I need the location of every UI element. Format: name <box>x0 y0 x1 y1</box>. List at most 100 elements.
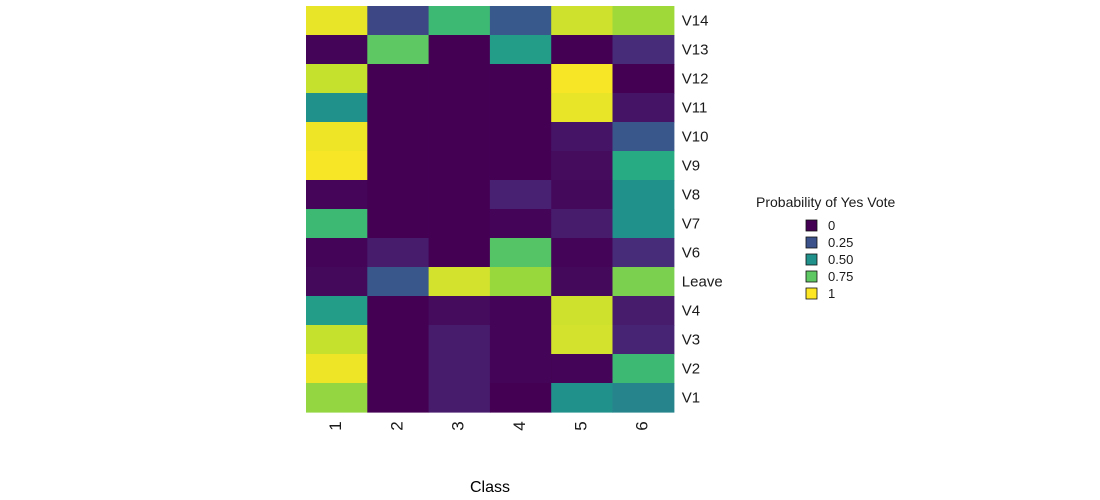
cell-V14-class-5 <box>551 6 614 36</box>
cell-V7-class-5 <box>551 209 614 239</box>
cell-V4-class-5 <box>551 296 614 326</box>
y-tick-label: V4 <box>682 303 700 320</box>
heatmap-cells <box>306 6 675 413</box>
cell-V3-class-4 <box>489 325 552 355</box>
cell-V11-class-6 <box>612 93 675 123</box>
cell-V8-class-4 <box>489 180 552 210</box>
cell-V3-class-6 <box>612 325 675 355</box>
cell-V12-class-6 <box>612 64 675 94</box>
legend: Probability of Yes Vote 0 0.25 0.50 0.75 1 <box>756 194 896 301</box>
cell-Leave-class-3 <box>428 267 491 297</box>
cell-V14-class-6 <box>612 6 675 36</box>
cell-V1-class-3 <box>428 383 491 413</box>
y-tick-label: V14 <box>682 13 709 30</box>
legend-label: 0.50 <box>828 252 853 267</box>
cell-V8-class-5 <box>551 180 614 210</box>
legend-label: 0 <box>828 218 835 233</box>
cell-V1-class-4 <box>489 383 552 413</box>
cell-V8-class-6 <box>612 180 675 210</box>
cell-V14-class-2 <box>367 6 430 36</box>
cell-V13-class-1 <box>306 35 368 65</box>
cell-V2-class-1 <box>306 354 368 384</box>
legend-swatch <box>805 219 818 232</box>
cell-V4-class-3 <box>428 296 491 326</box>
cell-V12-class-1 <box>306 64 368 94</box>
y-tick-labels: V14 V13 V12 V11 V10 V9 V8 V7 V6 Leave V4 V3 V2 V1 <box>682 13 723 407</box>
cell-V13-class-4 <box>489 35 552 65</box>
legend-label: 1 <box>828 286 835 301</box>
x-tick-label: 3 <box>449 421 468 430</box>
cell-V4-class-2 <box>367 296 430 326</box>
cell-V7-class-4 <box>489 209 552 239</box>
y-tick-label: V12 <box>682 71 709 88</box>
y-tick-label: V1 <box>682 390 700 407</box>
cell-V7-class-6 <box>612 209 675 239</box>
cell-V11-class-5 <box>551 93 614 123</box>
cell-Leave-class-4 <box>489 267 552 297</box>
cell-V4-class-4 <box>489 296 552 326</box>
legend-swatch <box>805 236 818 249</box>
cell-V14-class-3 <box>428 6 491 36</box>
cell-V10-class-1 <box>306 122 368 152</box>
x-tick-label: 5 <box>571 421 590 430</box>
cell-V9-class-5 <box>551 151 614 181</box>
cell-V8-class-2 <box>367 180 430 210</box>
x-tick-label: 2 <box>387 421 406 430</box>
cell-Leave-class-6 <box>612 267 675 297</box>
cell-V3-class-3 <box>428 325 491 355</box>
cell-V14-class-4 <box>489 6 552 36</box>
cell-V2-class-6 <box>612 354 675 384</box>
x-tick-label: 1 <box>326 421 345 430</box>
cell-V12-class-2 <box>367 64 430 94</box>
cell-V3-class-1 <box>306 325 368 355</box>
y-tick-label: V2 <box>682 361 700 378</box>
cell-V9-class-2 <box>367 151 430 181</box>
cell-V13-class-6 <box>612 35 675 65</box>
cell-V1-class-5 <box>551 383 614 413</box>
cell-V12-class-3 <box>428 64 491 94</box>
cell-Leave-class-2 <box>367 267 430 297</box>
cell-V2-class-4 <box>489 354 552 384</box>
x-tick-labels: 1 2 3 4 5 6 <box>326 421 652 430</box>
cell-Leave-class-1 <box>306 267 368 297</box>
cell-V10-class-3 <box>428 122 491 152</box>
cell-V13-class-2 <box>367 35 430 65</box>
cell-V7-class-2 <box>367 209 430 239</box>
legend-items: 0 0.25 0.50 0.75 1 <box>805 218 853 301</box>
cell-V8-class-1 <box>306 180 368 210</box>
cell-V9-class-4 <box>489 151 552 181</box>
legend-swatch <box>805 287 818 300</box>
cell-V2-class-3 <box>428 354 491 384</box>
y-tick-label: V8 <box>682 187 700 204</box>
cell-V6-class-3 <box>428 238 491 268</box>
cell-V9-class-1 <box>306 151 368 181</box>
legend-label: 0.75 <box>828 269 853 284</box>
cell-V1-class-6 <box>612 383 675 413</box>
cell-V4-class-6 <box>612 296 675 326</box>
cell-V1-class-1 <box>306 383 368 413</box>
cell-V6-class-2 <box>367 238 430 268</box>
x-tick-label: 6 <box>633 421 652 430</box>
y-tick-label: V7 <box>682 216 700 233</box>
y-tick-label: V6 <box>682 245 700 262</box>
cell-V2-class-2 <box>367 354 430 384</box>
y-tick-label: V10 <box>682 129 709 146</box>
y-tick-label: V11 <box>682 100 708 117</box>
cell-V12-class-5 <box>551 64 614 94</box>
legend-label: 0.25 <box>828 235 853 250</box>
cell-V6-class-6 <box>612 238 675 268</box>
y-tick-label: V9 <box>682 158 700 175</box>
legend-swatch <box>805 270 818 283</box>
legend-swatch <box>805 253 818 266</box>
cell-V10-class-6 <box>612 122 675 152</box>
y-tick-label: V13 <box>682 42 709 59</box>
cell-V10-class-4 <box>489 122 552 152</box>
cell-V7-class-1 <box>306 209 368 239</box>
cell-V6-class-4 <box>489 238 552 268</box>
cell-V3-class-5 <box>551 325 614 355</box>
cell-V6-class-5 <box>551 238 614 268</box>
cell-V10-class-5 <box>551 122 614 152</box>
cell-V1-class-2 <box>367 383 430 413</box>
cell-V6-class-1 <box>306 238 368 268</box>
